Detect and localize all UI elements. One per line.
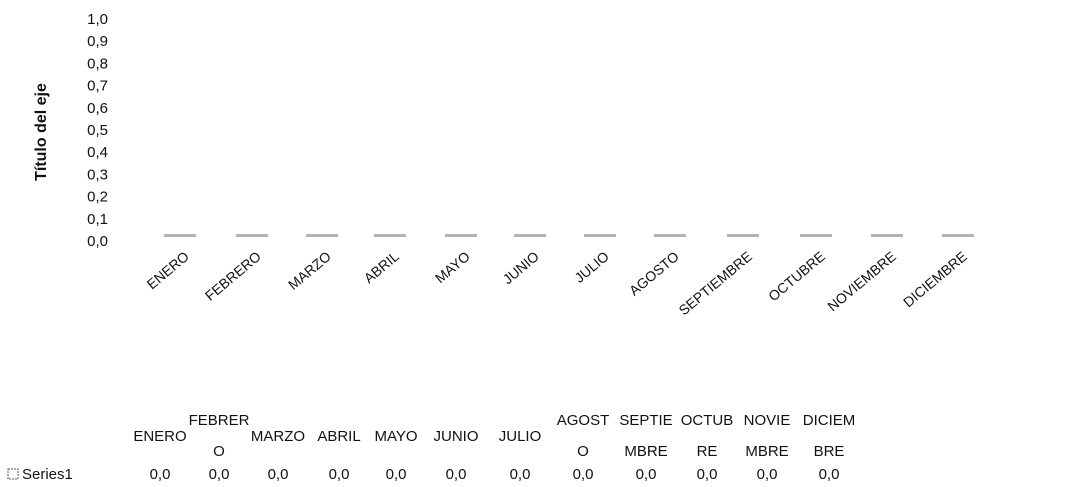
- y-tick-label: 0,8: [87, 55, 108, 72]
- bar: [871, 234, 903, 237]
- data-table-value: 0,0: [819, 466, 840, 483]
- data-table-value: 0,0: [209, 466, 230, 483]
- x-category-label: MAYO: [432, 248, 473, 286]
- y-tick-label: 0,0: [87, 233, 108, 250]
- x-category-label: ENERO: [143, 248, 192, 292]
- data-table-header: OCTUB RE: [681, 412, 734, 460]
- bar: [236, 234, 268, 237]
- y-tick-label: 0,3: [87, 166, 108, 183]
- x-category-label: JULIO: [571, 248, 612, 286]
- data-table-header: JUNIO: [434, 428, 479, 445]
- data-table-value: 0,0: [446, 466, 467, 483]
- data-table-header: DICIEM BRE: [803, 412, 856, 460]
- y-tick-label: 0,2: [87, 189, 108, 206]
- y-tick-label: 0,1: [87, 211, 108, 228]
- legend-key-icon: [7, 468, 19, 480]
- x-category-label: SEPTIEMBRE: [676, 248, 755, 318]
- x-category-label: OCTUBRE: [765, 248, 828, 304]
- bar: [942, 234, 974, 237]
- x-category-label: JUNIO: [499, 248, 542, 287]
- y-tick-label: 0,5: [87, 122, 108, 139]
- data-table-header: ABRIL: [317, 428, 360, 445]
- y-tick-label: 0,9: [87, 33, 108, 50]
- data-table-header: ENERO: [133, 428, 186, 445]
- data-table-value: 0,0: [636, 466, 657, 483]
- x-axis: ENERO FEBRERO MARZO ABRIL MAYO JUNIO JULIO AGOS…: [143, 248, 969, 318]
- x-category-label: MARZO: [285, 248, 334, 293]
- y-tick-label: 1,0: [87, 11, 108, 28]
- x-category-label: ABRIL: [361, 248, 402, 286]
- y-axis: 1,0 0,9 0,8 0,7 0,6 0,5 0,4 0,3 0,2 0,1 0,0 Título …: [33, 11, 108, 250]
- data-table: ENERO 0,0 FEBRER O 0,0 MARZO 0,0 ABRIL 0,0 MAYO 0,…: [7, 412, 856, 483]
- data-table-header: AGOST O: [557, 412, 610, 460]
- data-table-value: 0,0: [329, 466, 350, 483]
- bar: [306, 234, 338, 237]
- y-tick-label: 0,6: [87, 100, 108, 117]
- data-table-header: NOVIE MBRE: [744, 412, 791, 460]
- data-table-value: 0,0: [150, 466, 171, 483]
- x-category-label: DICIEMBRE: [900, 248, 970, 310]
- y-tick-label: 0,4: [87, 144, 108, 161]
- data-table-header: SEPTIE MBRE: [619, 412, 672, 460]
- x-category-label: AGOSTO: [626, 248, 682, 299]
- data-table-value: 0,0: [757, 466, 778, 483]
- data-table-header: MARZO: [251, 428, 305, 445]
- data-table-value: 0,0: [386, 466, 407, 483]
- data-table-header: JULIO: [499, 428, 542, 445]
- data-table-value: 0,0: [573, 466, 594, 483]
- data-table-value: 0,0: [697, 466, 718, 483]
- bar: [584, 234, 616, 237]
- bar: [514, 234, 546, 237]
- bars: [164, 234, 974, 237]
- data-table-header: FEBRER O: [189, 412, 250, 460]
- bar: [654, 234, 686, 237]
- data-table-value: 0,0: [268, 466, 289, 483]
- y-axis-title: Título del eje: [33, 83, 50, 181]
- bar: [727, 234, 759, 237]
- x-category-label: NOVIEMBRE: [824, 248, 899, 314]
- bar: [445, 234, 477, 237]
- legend-series-label: Series1: [22, 466, 73, 483]
- data-table-header: MAYO: [374, 428, 417, 445]
- bar: [800, 234, 832, 237]
- y-tick-label: 0,7: [87, 78, 108, 95]
- data-table-value: 0,0: [510, 466, 531, 483]
- bar: [374, 234, 406, 237]
- x-category-label: FEBRERO: [202, 248, 264, 304]
- bar: [164, 234, 196, 237]
